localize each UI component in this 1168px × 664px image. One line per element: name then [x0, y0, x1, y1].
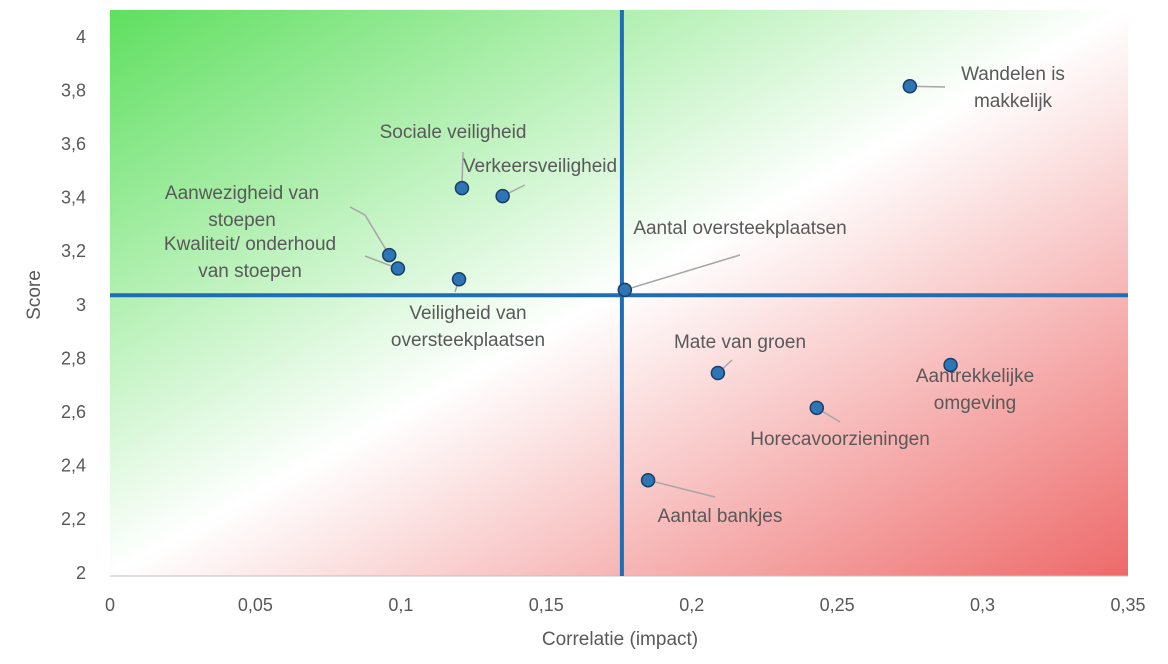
point	[617, 282, 633, 298]
point-label: Veiligheid van	[409, 303, 526, 324]
point	[943, 357, 958, 373]
point-label: Sociale veiligheid	[380, 122, 527, 143]
x-tick-label: 0,3	[970, 595, 995, 615]
y-tick-label: 2,2	[61, 509, 86, 529]
point-label: Horecavoorzieningen	[750, 429, 930, 450]
point	[902, 78, 918, 94]
point-label: Aantrekkelijke	[916, 366, 1034, 387]
point	[710, 365, 726, 381]
point	[390, 261, 406, 276]
point-label: stoepen	[208, 210, 276, 231]
y-tick-label: 3,4	[61, 188, 86, 208]
x-tick-label: 0,15	[529, 595, 564, 615]
y-axis-label: Score	[24, 270, 45, 320]
point	[640, 472, 656, 488]
x-tick-label: 0,2	[679, 595, 704, 615]
point	[454, 180, 470, 196]
x-tick-label: 0,05	[238, 595, 273, 615]
y-tick-label: 3,2	[61, 241, 86, 261]
point	[381, 247, 397, 263]
y-tick-label: 2,6	[61, 402, 86, 422]
point-label: makkelijk	[974, 91, 1053, 112]
point	[451, 271, 467, 287]
point-label: van stoepen	[198, 261, 302, 282]
y-tick-label: 2,4	[61, 456, 86, 476]
point-label: Verkeersveiligheid	[463, 156, 617, 177]
point	[809, 400, 825, 416]
point-label: omgeving	[934, 393, 1016, 414]
y-tick-label: 3	[76, 295, 86, 315]
y-tick-label: 4	[76, 27, 86, 47]
x-tick-label: 0,35	[1110, 595, 1145, 615]
point-label: oversteekplaatsen	[391, 330, 545, 351]
x-axis-label: Correlatie (impact)	[542, 629, 698, 650]
x-tick-label: 0,1	[388, 595, 413, 615]
x-tick-label: 0	[105, 595, 115, 615]
point-label: Wandelen is	[961, 64, 1065, 85]
point-label: Aantal bankjes	[658, 506, 783, 527]
point-label: Kwaliteit/ onderhoud	[164, 234, 336, 255]
leader-line	[647, 479, 716, 498]
x-tick-label: 0,25	[820, 595, 855, 615]
point	[495, 188, 510, 204]
y-tick-label: 2	[76, 563, 86, 583]
point-label: Aantal oversteekplaatsen	[633, 218, 846, 239]
y-tick-label: 2,8	[61, 348, 86, 368]
leader-line	[624, 254, 741, 291]
point-label: Aanwezigheid van	[165, 183, 319, 204]
point-label: Mate van groen	[674, 332, 806, 353]
leader-line	[349, 206, 390, 256]
y-tick-label: 3,8	[61, 80, 86, 100]
y-tick-label: 3,6	[61, 134, 86, 154]
